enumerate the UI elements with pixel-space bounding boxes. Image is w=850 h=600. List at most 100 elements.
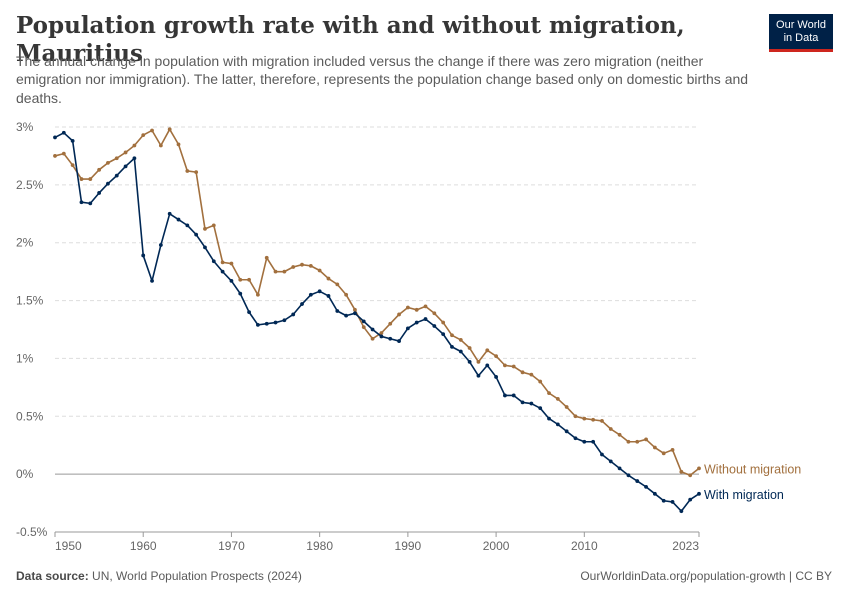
data-point-with-migration <box>697 491 701 496</box>
data-point-with-migration <box>79 200 84 205</box>
data-point-with-migration <box>617 466 622 471</box>
data-point-with-migration <box>158 243 163 247</box>
data-point-with-migration <box>335 309 340 313</box>
x-tick-label: 2010 <box>571 539 598 553</box>
data-point-without-migration <box>600 419 604 423</box>
data-point-with-migration <box>264 321 269 326</box>
data-point-with-migration <box>626 473 631 478</box>
data-point-without-migration <box>617 432 622 437</box>
data-point-without-migration <box>608 427 613 431</box>
data-point-with-migration <box>176 217 181 222</box>
data-point-without-migration <box>317 268 322 273</box>
x-tick-label: 1970 <box>218 539 245 553</box>
data-source-label: Data source: <box>16 569 89 583</box>
data-point-with-migration <box>485 363 490 368</box>
data-point-with-migration <box>88 201 93 206</box>
data-point-without-migration <box>220 260 225 265</box>
x-tick-label: 2000 <box>483 539 510 553</box>
data-point-with-migration <box>538 406 543 411</box>
data-point-with-migration <box>53 135 57 140</box>
data-point-without-migration <box>97 167 102 172</box>
data-point-with-migration <box>291 312 296 317</box>
data-point-without-migration <box>485 348 490 353</box>
data-point-without-migration <box>538 379 543 384</box>
owid-logo[interactable]: Our World in Data <box>769 14 833 52</box>
data-point-without-migration <box>194 170 199 175</box>
y-tick-label: 2% <box>16 236 34 250</box>
data-point-without-migration <box>123 150 128 155</box>
data-point-with-migration <box>520 400 525 405</box>
data-point-without-migration <box>494 354 498 359</box>
data-point-with-migration <box>644 484 648 489</box>
data-point-with-migration <box>388 336 393 341</box>
series-label-with-migration: With migration <box>704 488 784 502</box>
data-point-with-migration <box>247 310 251 315</box>
data-point-with-migration <box>344 313 349 318</box>
data-point-without-migration <box>591 417 596 422</box>
source-url-link[interactable]: OurWorldinData.org/population-growth | C… <box>580 569 832 583</box>
data-point-with-migration <box>114 173 119 178</box>
data-point-without-migration <box>273 269 278 274</box>
data-point-with-migration <box>61 130 66 135</box>
data-point-without-migration <box>79 177 84 181</box>
data-point-with-migration <box>353 311 357 316</box>
data-point-without-migration <box>467 346 472 350</box>
data-source: Data source: UN, World Population Prospe… <box>16 569 302 583</box>
data-point-with-migration <box>203 245 207 250</box>
data-point-with-migration <box>194 232 199 237</box>
x-tick-label: 1950 <box>55 539 82 553</box>
data-point-without-migration <box>185 169 190 173</box>
data-point-without-migration <box>326 276 331 281</box>
x-tick-label: 1990 <box>395 539 422 553</box>
data-point-without-migration <box>547 391 551 396</box>
data-point-without-migration <box>503 363 507 368</box>
data-point-without-migration <box>370 336 375 341</box>
data-point-without-migration <box>450 333 454 338</box>
data-point-without-migration <box>511 364 516 369</box>
data-point-with-migration <box>229 279 234 283</box>
y-tick-label: -0.5% <box>16 525 48 539</box>
data-point-with-migration <box>379 334 384 339</box>
data-point-with-migration <box>529 401 534 406</box>
data-point-without-migration <box>247 277 251 282</box>
data-point-without-migration <box>441 320 446 325</box>
data-point-with-migration <box>458 349 463 354</box>
data-point-with-migration <box>273 320 278 325</box>
label-layer: Without migration With migration <box>704 462 801 501</box>
data-point-without-migration <box>555 397 560 401</box>
y-tick-label: 0% <box>16 467 34 481</box>
data-point-without-migration <box>70 163 75 168</box>
data-point-without-migration <box>652 445 657 450</box>
data-point-with-migration <box>308 292 313 297</box>
chart-title: Population growth rate with and without … <box>16 12 685 67</box>
data-point-with-migration <box>238 291 243 296</box>
data-point-without-migration <box>520 370 525 375</box>
data-point-without-migration <box>150 128 154 133</box>
data-point-without-migration <box>132 143 137 148</box>
data-point-with-migration <box>441 332 446 337</box>
data-point-with-migration <box>317 289 322 294</box>
data-point-with-migration <box>573 436 578 441</box>
data-point-without-migration <box>388 321 393 326</box>
data-point-with-migration <box>652 491 657 496</box>
logo-line-1: Our World <box>776 19 826 32</box>
data-point-without-migration <box>211 223 216 228</box>
data-point-without-migration <box>291 265 296 269</box>
data-point-without-migration <box>476 360 481 364</box>
data-point-without-migration <box>414 307 419 312</box>
data-point-with-migration <box>414 320 419 325</box>
data-point-with-migration <box>511 393 516 398</box>
data-point-with-migration <box>503 393 507 398</box>
axis-layer: -0.5% 0% 0.5% 1% 1.5% 2% 2.5% 3% 1950 1960 1970 198… <box>16 120 700 553</box>
y-tick-label: 1.5% <box>16 294 44 308</box>
data-point-with-migration <box>476 373 481 378</box>
series-label-without-migration: Without migration <box>704 462 801 476</box>
x-tick-label: 1960 <box>130 539 157 553</box>
data-point-with-migration <box>661 498 666 503</box>
y-tick-label: 3% <box>16 120 34 134</box>
data-point-without-migration <box>53 154 57 158</box>
data-point-without-migration <box>264 255 269 260</box>
data-point-without-migration <box>670 447 675 452</box>
data-point-without-migration <box>114 156 119 161</box>
